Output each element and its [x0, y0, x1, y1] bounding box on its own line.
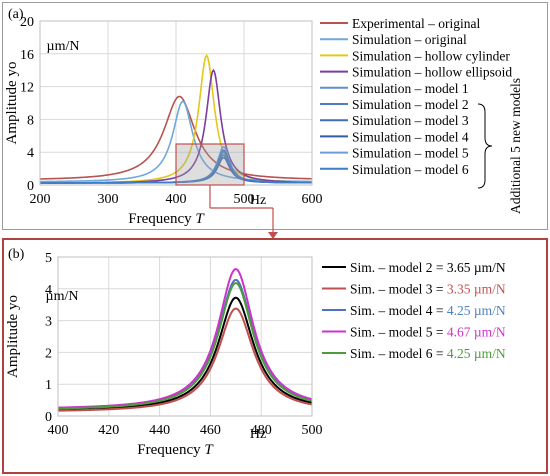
y-tick-label: 5 [45, 251, 52, 266]
legend-label: Simulation – model 5 [352, 146, 469, 161]
x-tick-label: 500 [234, 192, 255, 207]
legend-value: 4.25 µm/N [447, 303, 506, 318]
legend-label: Sim. – model 5 = 4.67 µm/N [350, 325, 506, 340]
y-tick-label: 4 [45, 283, 52, 298]
legend-label: Experimental – original [352, 16, 480, 31]
panel-a-label: (a) [8, 7, 24, 22]
x-tick-label: 480 [251, 423, 272, 438]
y-unit-label: µm/N [46, 289, 79, 304]
legend-label: Simulation – model 1 [352, 81, 469, 96]
y-unit-label: µm/N [47, 39, 80, 54]
legend-label: Sim. – model 2 = 3.65 µm/N [350, 260, 506, 275]
legend-label: Simulation – original [352, 32, 467, 47]
y-tick-label: 16 [20, 48, 34, 63]
panel-b-axes: 0 1 2 3 4 5 400 420 440 460 480 500 µm/N Hz Frequency … [5, 251, 323, 458]
panel-b-series [57, 268, 313, 412]
x-axis-title: Frequency T [128, 211, 205, 227]
y-tick-label: 2 [45, 346, 52, 361]
zoom-arrowhead [268, 232, 278, 239]
x-axis-title: Frequency T [137, 442, 214, 458]
x-axis-title-symbol: T [195, 211, 205, 227]
zoom-box [175, 143, 245, 186]
x-tick-label: 440 [149, 423, 170, 438]
legend-label: Simulation – model 6 [352, 162, 469, 177]
legend-value: 3.65 µm/N [447, 260, 506, 275]
x-unit-label: Hz [250, 427, 266, 442]
panel-a-axes: 0 4 8 12 16 20 200 300 400 500 600 µm/N Hz Frequency … [4, 15, 323, 227]
zoom-indicator [175, 143, 278, 239]
y-tick-label: 1 [45, 378, 52, 393]
legend-bracket [477, 103, 493, 189]
legend-value: 4.67 µm/N [447, 325, 506, 340]
y-tick-label: 0 [27, 179, 34, 194]
legend-label: Simulation – hollow cylinder [352, 48, 510, 63]
x-tick-label: 600 [302, 192, 323, 207]
x-tick-label: 400 [166, 192, 187, 207]
bracket-annotation: Additional 5 new models [508, 78, 523, 214]
panel-b-frame [2, 238, 548, 474]
legend-label: Sim. – model 6 = 4.25 µm/N [350, 346, 506, 361]
x-tick-label: 200 [30, 192, 51, 207]
legend-label: Sim. – model 4 = 4.25 µm/N [350, 303, 506, 318]
y-axis-title: Amplitude yo [5, 295, 21, 378]
legend-label: Simulation – model 4 [352, 129, 469, 144]
legend-label: Sim. – model 3 = 3.35 µm/N [350, 282, 506, 297]
y-axis-title: Amplitude yo [4, 62, 20, 145]
y-tick-label: 8 [27, 113, 34, 128]
x-tick-label: 420 [98, 423, 119, 438]
y-tick-label: 20 [20, 15, 34, 30]
x-tick-label: 500 [302, 423, 323, 438]
legend-label: Simulation – model 2 [352, 97, 469, 112]
series-line-1 [39, 95, 313, 180]
series-line-1 [57, 296, 313, 411]
panel-b-legend: Sim. – model 2 = 3.65 µm/N Sim. – model 3… [322, 260, 506, 361]
y-tick-label: 3 [45, 315, 52, 330]
x-tick-label: 460 [200, 423, 221, 438]
x-axis-title-symbol: T [204, 442, 214, 458]
y-tick-label: 0 [45, 410, 52, 425]
plot-area [57, 256, 313, 417]
legend-value: 3.35 µm/N [447, 282, 506, 297]
series-line-2 [57, 307, 313, 412]
series-line-5 [57, 282, 313, 410]
x-tick-label: 400 [48, 423, 69, 438]
y-tick-label: 12 [20, 81, 34, 96]
legend-value: 4.25 µm/N [447, 346, 506, 361]
panel-a-frame [2, 2, 548, 230]
x-tick-label: 300 [98, 192, 119, 207]
legend-label: Simulation – model 3 [352, 113, 469, 128]
legend-label: Simulation – hollow ellipsoid [352, 65, 512, 80]
y-tick-label: 4 [27, 146, 34, 161]
x-unit-label: Hz [250, 193, 266, 208]
panel-b-grid [57, 256, 313, 417]
panel-b-label: (b) [8, 247, 25, 262]
